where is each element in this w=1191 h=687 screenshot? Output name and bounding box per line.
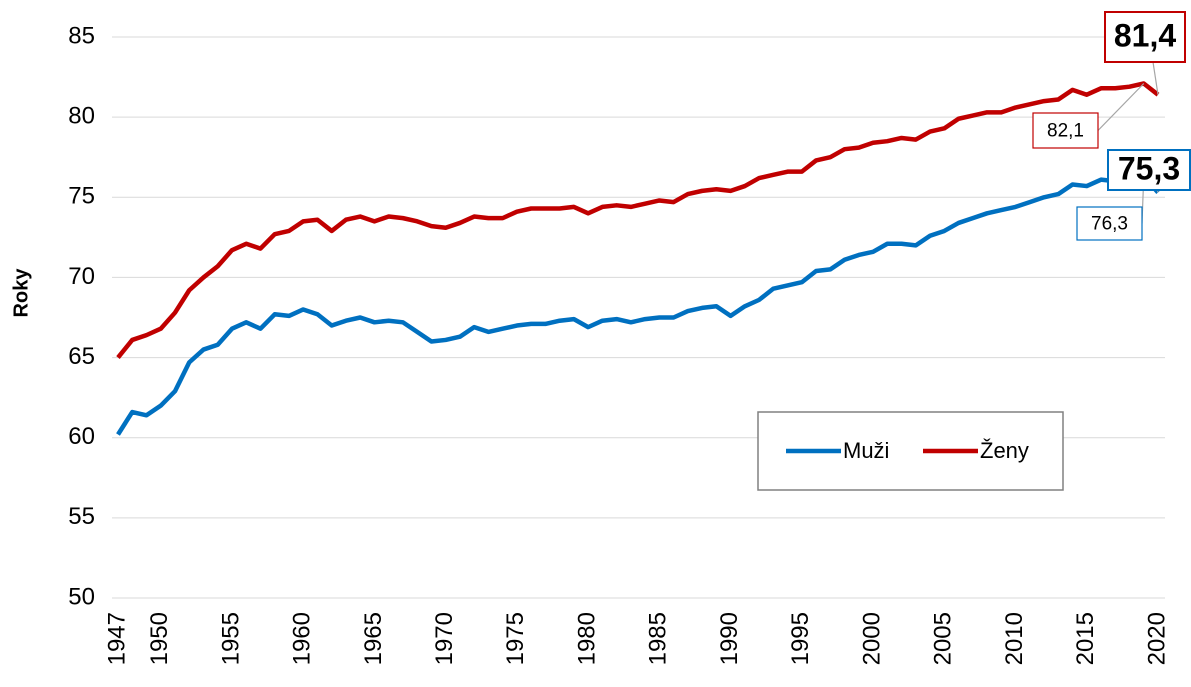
data-label: 75,3 (1118, 150, 1180, 186)
legend-label: Ženy (980, 438, 1029, 463)
y-tick-label: 80 (68, 102, 95, 129)
x-tick-label: 1980 (573, 612, 600, 665)
y-axis-label: Roky (10, 268, 32, 318)
x-tick-label: 1995 (787, 612, 814, 665)
x-tick-label: 1965 (360, 612, 387, 665)
x-tick-label: 2005 (930, 612, 957, 665)
series-line (116, 174, 1160, 436)
x-tick-label: 1990 (716, 612, 743, 665)
label-box (1032, 112, 1099, 149)
x-tick-label: 1960 (289, 612, 316, 665)
x-tick-label: 1970 (431, 612, 458, 665)
label-box (1107, 149, 1191, 191)
y-tick-label: 75 (68, 183, 95, 210)
series-line (116, 81, 1160, 359)
label-box (1076, 206, 1143, 241)
x-tick-label: 2020 (1143, 612, 1170, 665)
label-leader (1097, 83, 1145, 131)
label-leader (1152, 61, 1159, 95)
x-tick-label: 2015 (1072, 612, 1099, 665)
y-tick-label: 50 (68, 583, 95, 610)
x-tick-label: 1950 (146, 612, 173, 665)
data-label: 82,1 (1047, 121, 1084, 142)
y-tick-label: 85 (68, 22, 95, 49)
x-tick-label: 1975 (502, 612, 529, 665)
x-tick-label: 2000 (858, 612, 885, 665)
y-tick-label: 70 (68, 263, 95, 290)
x-tick-label: 1955 (217, 612, 244, 665)
x-tick-label: 2010 (1001, 612, 1028, 665)
y-tick-label: 55 (68, 503, 95, 530)
y-tick-label: 60 (68, 423, 95, 450)
x-tick-label: 1985 (645, 612, 672, 665)
data-label: 76,3 (1091, 214, 1128, 235)
data-label: 81,4 (1114, 17, 1176, 53)
legend-label: Muži (843, 438, 889, 463)
x-tick-label: 1947 (103, 612, 130, 665)
label-box (1104, 11, 1186, 63)
y-tick-label: 65 (68, 343, 95, 370)
